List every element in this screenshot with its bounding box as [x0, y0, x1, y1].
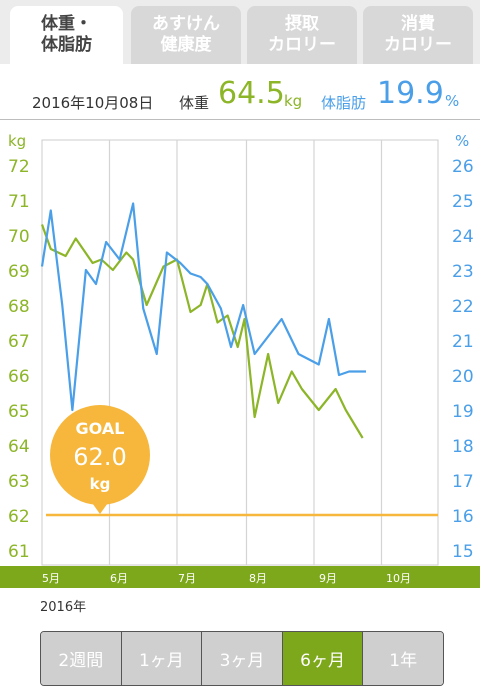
right-axis-unit: % [455, 132, 469, 150]
period-2weeks-button[interactable]: 2週間 [41, 632, 122, 685]
month-label: 6月 [110, 572, 128, 585]
month-label: 10月 [386, 572, 411, 585]
tab-asken-health-line1: あすけん [152, 14, 220, 34]
weight-label: 体重 [179, 94, 210, 112]
weight-series-line [40, 224, 364, 439]
bodyfat-unit: % [445, 92, 460, 110]
right-tick-label: 18 [452, 437, 474, 457]
summary-date: 2016年10月08日 [32, 94, 154, 112]
tab-burned-calories-line1: 消費 [401, 14, 435, 34]
month-label: 9月 [319, 572, 337, 585]
right-tick-label: 21 [452, 332, 474, 352]
right-tick-label: 16 [452, 507, 474, 527]
tab-intake-calories-line2: カロリー [268, 35, 336, 55]
right-tick-label: 15 [452, 542, 474, 562]
left-tick-label: 61 [8, 542, 30, 562]
month-label: 5月 [42, 572, 60, 585]
tab-burned-calories[interactable]: 消費 カロリー [363, 6, 473, 64]
chart-series [40, 202, 366, 439]
tab-weight-bodyfat-line1: 体重・ [41, 14, 92, 34]
bodyfat-label: 体脂肪 [321, 94, 367, 112]
right-axis-ticks: 15 16 17 18 19 20 21 22 23 24 25 26 [452, 157, 474, 562]
left-tick-label: 63 [8, 472, 30, 492]
left-tick-label: 72 [8, 157, 30, 177]
tab-weight-bodyfat-line2: 体脂肪 [41, 35, 92, 55]
left-tick-label: 66 [8, 367, 30, 387]
period-1year-button[interactable]: 1年 [363, 632, 443, 685]
left-axis-unit: kg [8, 132, 26, 150]
left-tick-label: 65 [8, 402, 30, 422]
bodyfat-series-line [40, 202, 366, 412]
summary-row: 2016年10月08日 体重 64.5 kg 体脂肪 19.9 % [0, 64, 480, 120]
period-selector: 2週間 1ヶ月 3ヶ月 6ヶ月 1年 [40, 631, 444, 686]
left-tick-label: 71 [8, 192, 30, 212]
left-axis-ticks: 61 62 63 64 65 66 67 68 69 70 71 72 [8, 157, 30, 562]
month-label: 7月 [178, 572, 196, 585]
tab-asken-health-line2: 健康度 [160, 35, 212, 55]
right-tick-label: 20 [452, 367, 474, 387]
tab-weight-bodyfat[interactable]: 体重・ 体脂肪 [10, 6, 123, 64]
right-tick-label: 23 [452, 262, 474, 282]
tab-intake-calories-line1: 摂取 [285, 14, 319, 34]
goal-label: GOAL [76, 419, 125, 438]
left-tick-label: 64 [8, 437, 30, 457]
tab-burned-calories-line2: カロリー [384, 35, 452, 55]
right-tick-label: 19 [452, 402, 474, 422]
tab-intake-calories[interactable]: 摂取 カロリー [247, 6, 357, 64]
tab-asken-health[interactable]: あすけん 健康度 [131, 6, 241, 64]
month-label: 8月 [249, 572, 267, 585]
left-tick-label: 62 [8, 507, 30, 527]
goal-unit: kg [90, 475, 111, 493]
bodyfat-value: 19.9 [377, 76, 444, 111]
goal-badge-pointer [90, 500, 110, 514]
right-tick-label: 22 [452, 297, 474, 317]
goal-badge-circle [50, 405, 150, 505]
tab-bar: 体重・ 体脂肪 あすけん 健康度 摂取 カロリー 消費 カロリー [0, 0, 480, 64]
goal-badge: GOAL 62.0 kg [50, 405, 150, 514]
plot-frame [41, 139, 439, 566]
year-label: 2016年 [40, 600, 87, 615]
weight-bodyfat-chart: 61 62 63 64 65 66 67 68 69 70 71 72 15 16 17 18 19 20 21 2… [8, 132, 474, 566]
right-tick-label: 24 [452, 227, 474, 247]
right-tick-label: 26 [452, 157, 474, 177]
goal-value: 62.0 [73, 443, 126, 471]
period-3months-button[interactable]: 3ヶ月 [202, 632, 283, 685]
left-tick-label: 70 [8, 227, 30, 247]
right-tick-label: 17 [452, 472, 474, 492]
period-1month-button[interactable]: 1ヶ月 [121, 632, 203, 685]
period-6months-button[interactable]: 6ヶ月 [282, 632, 364, 685]
left-tick-label: 68 [8, 297, 30, 317]
left-tick-label: 69 [8, 262, 30, 282]
left-tick-label: 67 [8, 332, 30, 352]
right-tick-label: 25 [452, 192, 474, 212]
weight-value: 64.5 [218, 76, 285, 111]
month-axis-bar: 5月 6月 7月 8月 9月 10月 [0, 566, 480, 588]
weight-unit: kg [284, 92, 303, 110]
